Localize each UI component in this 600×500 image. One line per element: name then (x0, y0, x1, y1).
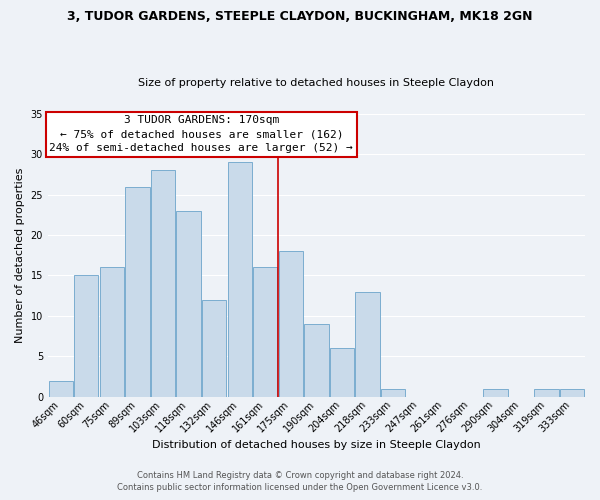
Bar (176, 211, 201, 397)
Bar (125, 186, 149, 397)
Bar (202, 300, 226, 397)
Bar (560, 388, 584, 397)
Bar (535, 388, 559, 397)
Bar (279, 251, 303, 397)
Bar (74, 276, 98, 397)
Y-axis label: Number of detached properties: Number of detached properties (15, 168, 25, 343)
Bar (381, 388, 406, 397)
Bar (484, 388, 508, 397)
Bar (330, 348, 354, 397)
Bar (253, 268, 277, 397)
Bar (304, 324, 329, 397)
Text: Contains HM Land Registry data © Crown copyright and database right 2024.
Contai: Contains HM Land Registry data © Crown c… (118, 471, 482, 492)
X-axis label: Distribution of detached houses by size in Steeple Claydon: Distribution of detached houses by size … (152, 440, 481, 450)
Bar (355, 292, 380, 397)
Bar (151, 170, 175, 397)
Text: 3, TUDOR GARDENS, STEEPLE CLAYDON, BUCKINGHAM, MK18 2GN: 3, TUDOR GARDENS, STEEPLE CLAYDON, BUCKI… (67, 10, 533, 23)
Title: Size of property relative to detached houses in Steeple Claydon: Size of property relative to detached ho… (139, 78, 494, 88)
Bar (227, 162, 252, 397)
Bar (100, 268, 124, 397)
Bar (49, 380, 73, 397)
Text: 3 TUDOR GARDENS: 170sqm
← 75% of detached houses are smaller (162)
24% of semi-d: 3 TUDOR GARDENS: 170sqm ← 75% of detache… (49, 116, 353, 154)
